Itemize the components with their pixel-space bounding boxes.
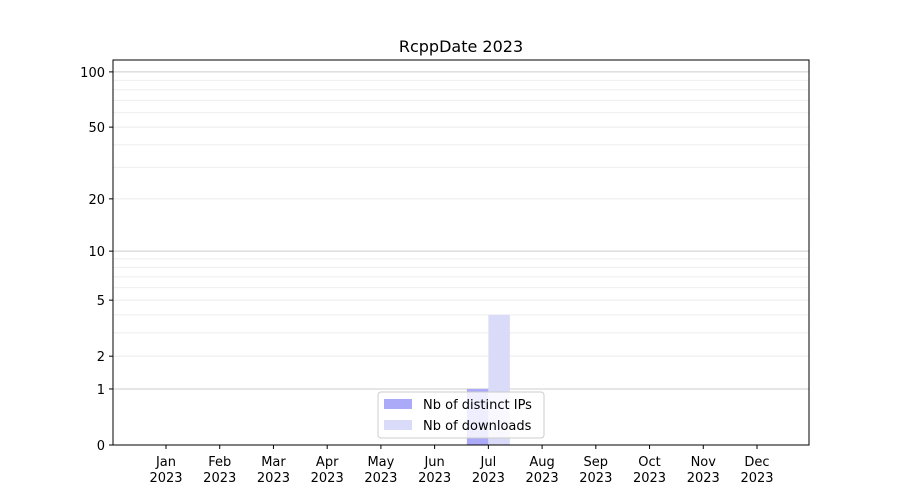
plot-frame — [112, 59, 810, 446]
y-tick-label: 100 — [80, 66, 105, 81]
y-tick-label: 50 — [88, 121, 105, 136]
legend-swatch — [384, 420, 412, 430]
y-tick-label: 20 — [88, 193, 105, 208]
x-tick-label: Feb 2023 — [203, 455, 236, 486]
legend: Nb of distinct IPs Nb of downloads — [377, 391, 545, 439]
y-tick-label: 10 — [88, 245, 105, 260]
y-tick-label: 0 — [97, 439, 105, 454]
x-tick-label: Nov 2023 — [687, 455, 720, 486]
x-tick-label: May 2023 — [364, 455, 397, 486]
x-tick-label: Jan 2023 — [149, 455, 182, 486]
x-tick-label: Jun 2023 — [418, 455, 451, 486]
legend-swatch — [384, 399, 412, 409]
x-tick-label: Dec 2023 — [740, 455, 773, 486]
legend-label: Nb of downloads — [423, 419, 532, 434]
y-tick-label: 2 — [97, 350, 105, 365]
y-tick-label: 5 — [97, 294, 105, 309]
x-tick-label: Apr 2023 — [311, 455, 344, 486]
chart-title: RcppDate 2023 — [399, 37, 523, 56]
x-tick-label: Jul 2023 — [472, 455, 505, 486]
legend-box — [377, 391, 545, 439]
x-tick-label: Oct 2023 — [633, 455, 666, 486]
x-tick-label: Aug 2023 — [526, 455, 559, 486]
x-tick-label: Sep 2023 — [579, 455, 612, 486]
x-tick-label: Mar 2023 — [257, 455, 290, 486]
legend-label: Nb of distinct IPs — [423, 398, 532, 413]
y-tick-label: 1 — [97, 383, 105, 398]
